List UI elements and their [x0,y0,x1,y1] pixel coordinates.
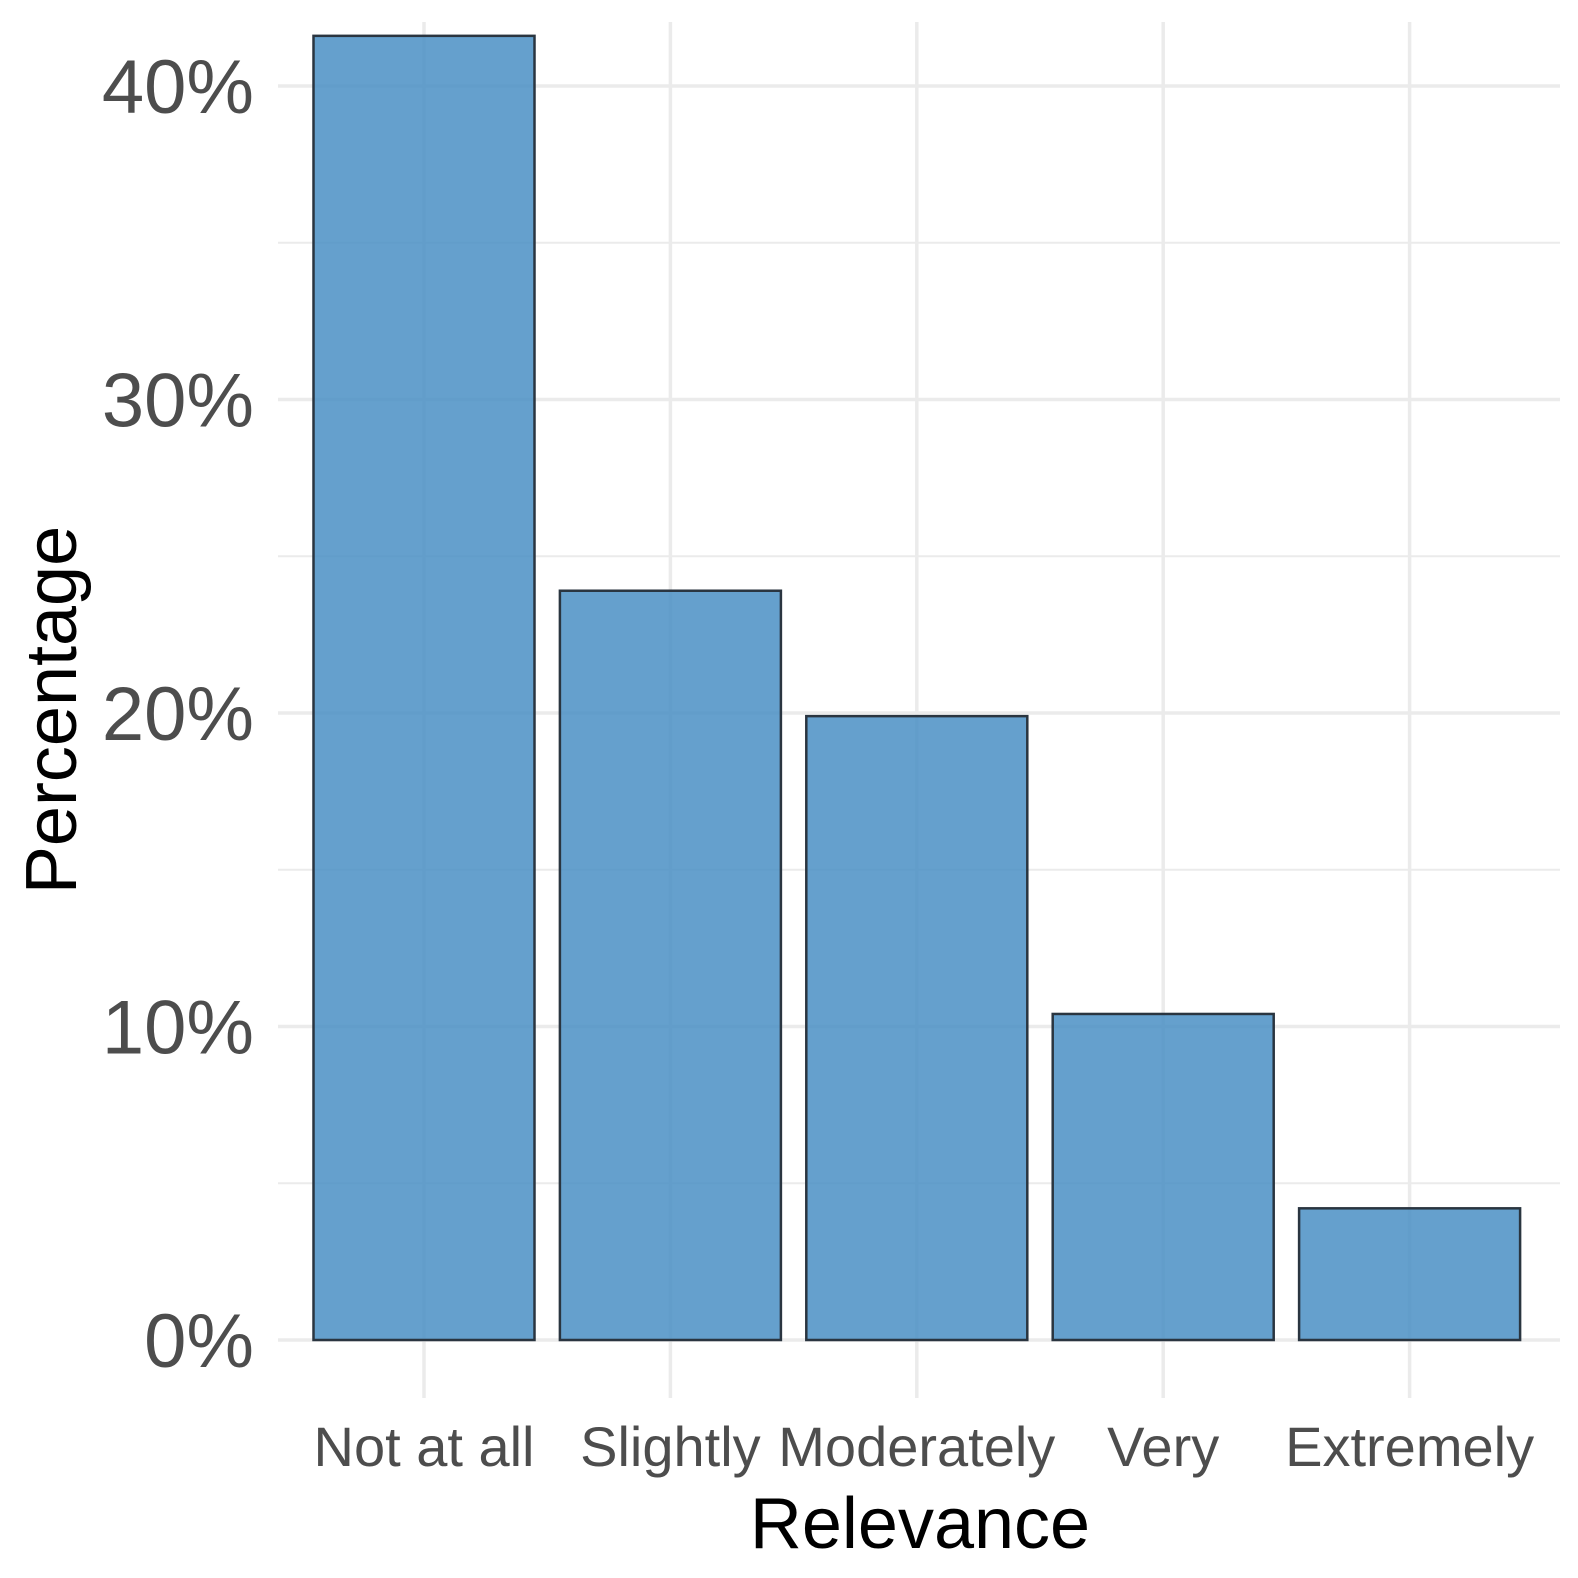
bar [1297,1207,1522,1342]
x-tick-label: Not at all [314,1415,535,1478]
x-tick-labels: Not at all Slightly Moderately Very Extremel… [314,1415,1535,1478]
x-tick-label: Moderately [778,1415,1055,1478]
x-tick-label: Slightly [580,1415,761,1478]
y-tick-labels: 0% 10% 20% 30% 40% [102,45,254,1384]
x-tick-label: Extremely [1285,1415,1534,1478]
y-tick-label: 10% [102,986,254,1071]
y-tick-label: 40% [102,45,254,130]
bar [312,34,536,1342]
y-tick-label: 0% [144,1299,254,1384]
y-tick-label: 30% [102,359,254,444]
bar [805,714,1029,1342]
bar [1051,1012,1275,1342]
x-tick-label: Very [1107,1415,1219,1478]
x-axis-title: Relevance [750,1484,1090,1564]
bars [312,34,1522,1342]
bar [558,589,783,1342]
y-tick-label: 20% [102,672,254,757]
y-axis-title: Percentage [12,526,92,894]
